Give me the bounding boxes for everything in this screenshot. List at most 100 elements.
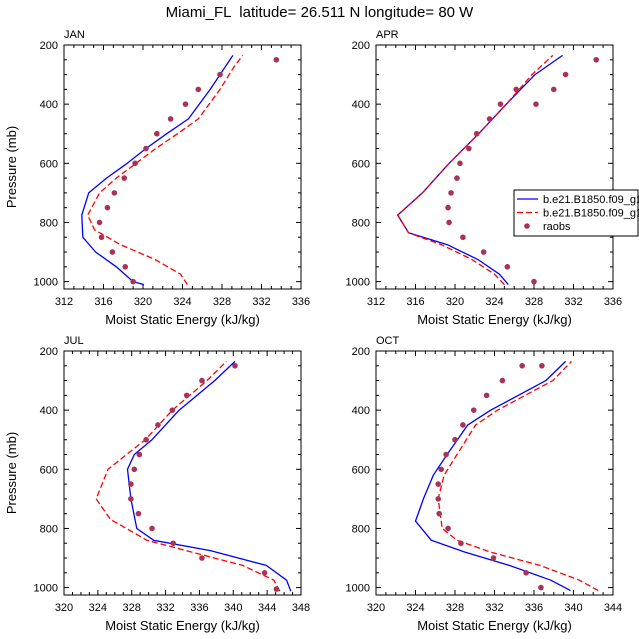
series-line-1 [397,54,563,286]
data-point [182,101,189,107]
series-line-2 [437,360,599,592]
data-point [122,264,129,270]
y-tick-label: 800 [40,523,58,535]
chart-panel-apr: 312 316 320 324 328 332 336 200 400 600 800 1000 Moi… [346,29,639,327]
y-axis-label: Pressure (mb) [4,126,19,208]
x-tick-label: 344 [604,602,622,614]
panel-label: JAN [64,29,85,41]
data-point [217,71,223,78]
x-tick-label: 328 [213,296,231,308]
legend-marker [524,223,530,229]
x-tick-label: 336 [604,296,622,308]
data-point [170,540,176,547]
data-point [486,116,493,122]
x-tick-label: 340 [564,602,582,614]
series-line-2 [87,55,244,285]
series-line-1 [81,55,234,286]
data-point [454,175,460,181]
data-point [523,570,529,576]
data-point [470,407,477,413]
series-group [95,360,292,592]
x-tick-label: 324 [173,296,191,308]
panel-label: OCT [376,335,400,347]
y-tick-label: 600 [352,464,370,476]
x-tick-label: 332 [485,602,503,614]
y-tick-label: 200 [352,40,370,52]
data-point [109,249,116,255]
x-axis-label: Moist Static Energy (kJ/kg) [417,312,572,327]
y-tick-label: 600 [40,158,58,170]
x-tick-label: 332 [156,602,174,614]
data-point [457,160,463,167]
series-line-2 [397,54,554,286]
data-point [473,130,480,137]
data-point [131,466,138,473]
y-tick-label: 1000 [34,583,58,595]
data-point [261,570,268,576]
y-axis-label: Pressure (mb) [4,432,19,514]
data-point [435,481,442,487]
y-tick-label: 1000 [34,277,58,289]
data-point [519,362,525,369]
series-group [397,54,600,286]
data-point [199,555,205,561]
data-point [155,422,161,428]
x-tick-label: 332 [564,296,582,308]
y-tick-label: 600 [40,464,58,476]
data-point [128,496,134,502]
data-point [593,56,600,63]
x-tick-label: 328 [123,602,141,614]
x-tick-label: 344 [258,602,276,614]
legend: b.e21.B1850.f09_g17 b.e21.B1850.f09_g17ra… [513,189,639,237]
x-tick-label: 320 [134,296,152,308]
x-tick-label: 316 [406,296,424,308]
x-tick-label: 324 [89,602,107,614]
data-point [232,362,238,369]
chart-panel-jan: 312 316 320 324 328 332 336 200 400 600 800 1000 Moi… [4,29,310,327]
x-tick-label: 336 [292,296,310,308]
data-point [135,510,142,517]
y-tick-label: 1000 [346,277,370,289]
legend-label: b.e21.B1850.f09_g17 [543,194,639,206]
x-tick-label: 324 [485,296,503,308]
data-point [499,377,506,384]
data-point [513,86,520,93]
data-point [104,204,111,211]
y-tick-label: 800 [40,217,58,229]
x-tick-label: 316 [94,296,112,308]
data-point [460,422,466,428]
data-point [143,436,149,443]
data-point [143,145,149,152]
data-point [538,584,544,591]
x-tick-label: 312 [55,296,73,308]
panel-label: JUL [64,335,84,347]
x-axis-label: Moist Static Energy (kJ/kg) [105,618,260,633]
x-tick-label: 336 [190,602,208,614]
y-tick-label: 400 [352,405,370,417]
data-point [460,234,466,241]
legend-box [513,189,639,237]
x-tick-label: 320 [55,602,73,614]
y-tick-label: 400 [352,99,370,111]
y-tick-label: 200 [352,346,370,358]
plot-frame [63,44,302,290]
data-point [533,101,539,107]
legend-label: b.e21.B1850.f09_g17 [543,208,639,220]
series-group [81,55,280,286]
data-point [445,525,451,532]
data-point [130,278,136,285]
data-point [183,392,190,399]
data-point [154,130,160,137]
data-point [483,392,490,399]
data-point [531,278,537,285]
data-point [452,436,458,443]
legend-label: raobs [543,221,571,233]
y-tick-label: 800 [352,523,370,535]
data-point [550,86,557,93]
data-point [136,451,143,458]
data-point [497,101,504,107]
x-tick-label: 348 [292,602,310,614]
data-point [121,175,128,181]
data-point [458,540,464,547]
x-tick-label: 332 [252,296,270,308]
